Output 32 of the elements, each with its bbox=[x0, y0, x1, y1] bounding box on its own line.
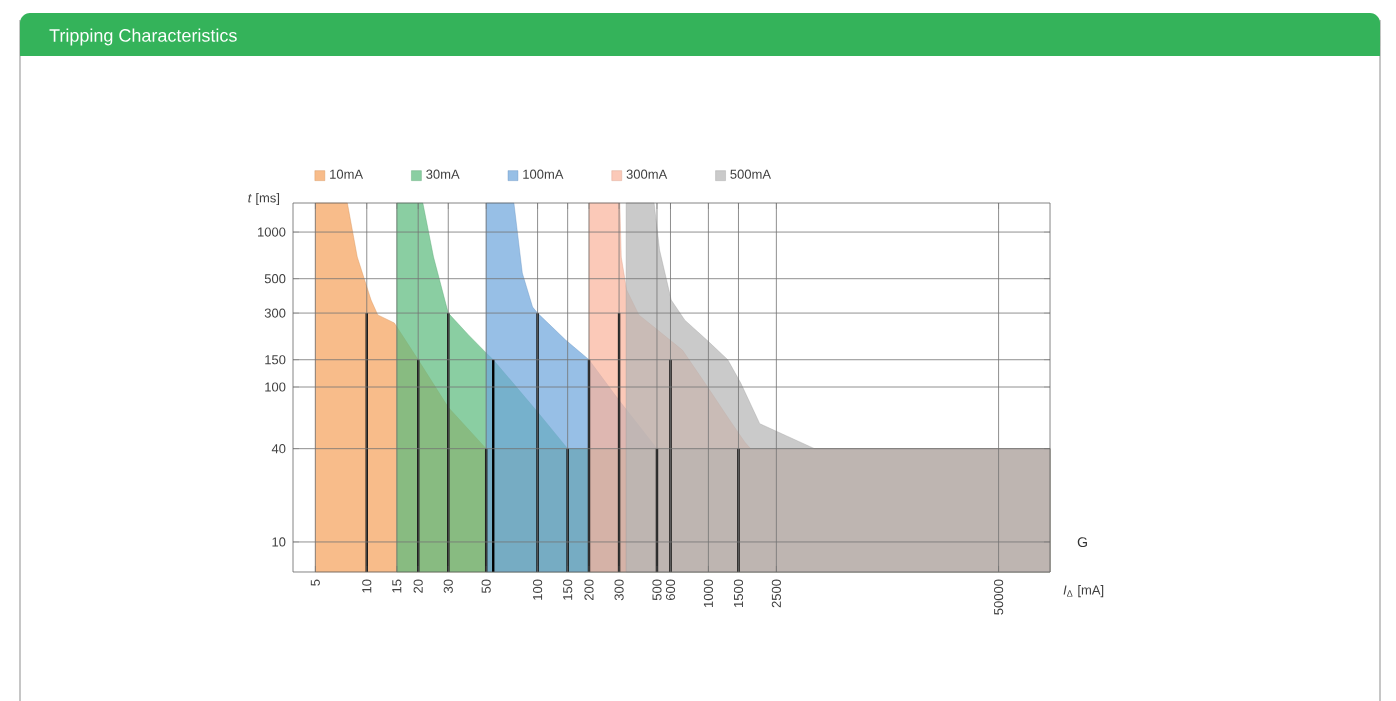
x-tick-label: 20 bbox=[413, 579, 423, 593]
x-tick-label: 1500 bbox=[733, 579, 744, 607]
y-tick-label: 40 bbox=[271, 444, 286, 454]
x-tick-label: 2500 bbox=[771, 579, 781, 608]
y-tick-label: 10 bbox=[272, 537, 286, 547]
legend-label: 500mA bbox=[730, 169, 771, 179]
y-tick-label: 1000 bbox=[258, 227, 286, 237]
y-tick-label: 150 bbox=[265, 355, 286, 365]
y-tick-label: 500 bbox=[264, 274, 286, 284]
y-axis-title: t [ms] bbox=[248, 192, 280, 206]
x-tick-label: 50000 bbox=[994, 579, 1004, 615]
x-tick-label: 50 bbox=[481, 579, 491, 593]
x-axis-title: I$_{Δ}$ [mA] bbox=[1063, 585, 1104, 598]
legend-label: 10mA bbox=[330, 169, 364, 179]
x-tick-label: 150 bbox=[563, 579, 573, 600]
text: Tripping Characteristics bbox=[49, 28, 237, 46]
y-tick-label: 300 bbox=[264, 308, 286, 318]
text: G bbox=[1077, 537, 1087, 548]
x-tick-label: 100 bbox=[532, 579, 543, 600]
legend-label: 300mA bbox=[626, 169, 668, 179]
x-tick-label: 500 bbox=[652, 579, 662, 601]
x-tick-label: 200 bbox=[584, 579, 594, 601]
x-tick-label: 300 bbox=[614, 579, 624, 601]
x-tick-label: 1000 bbox=[703, 579, 713, 607]
x-tick-label: 30 bbox=[443, 579, 453, 594]
x-tick-label: 15 bbox=[392, 579, 402, 593]
x-tick-label: 5 bbox=[310, 579, 320, 586]
y-tick-label: 100 bbox=[265, 382, 286, 392]
legend-label: 100mA bbox=[523, 169, 564, 179]
legend-label: 30mA bbox=[426, 169, 460, 179]
x-tick-label: 600 bbox=[665, 579, 676, 601]
x-tick-label: 10 bbox=[362, 579, 372, 593]
